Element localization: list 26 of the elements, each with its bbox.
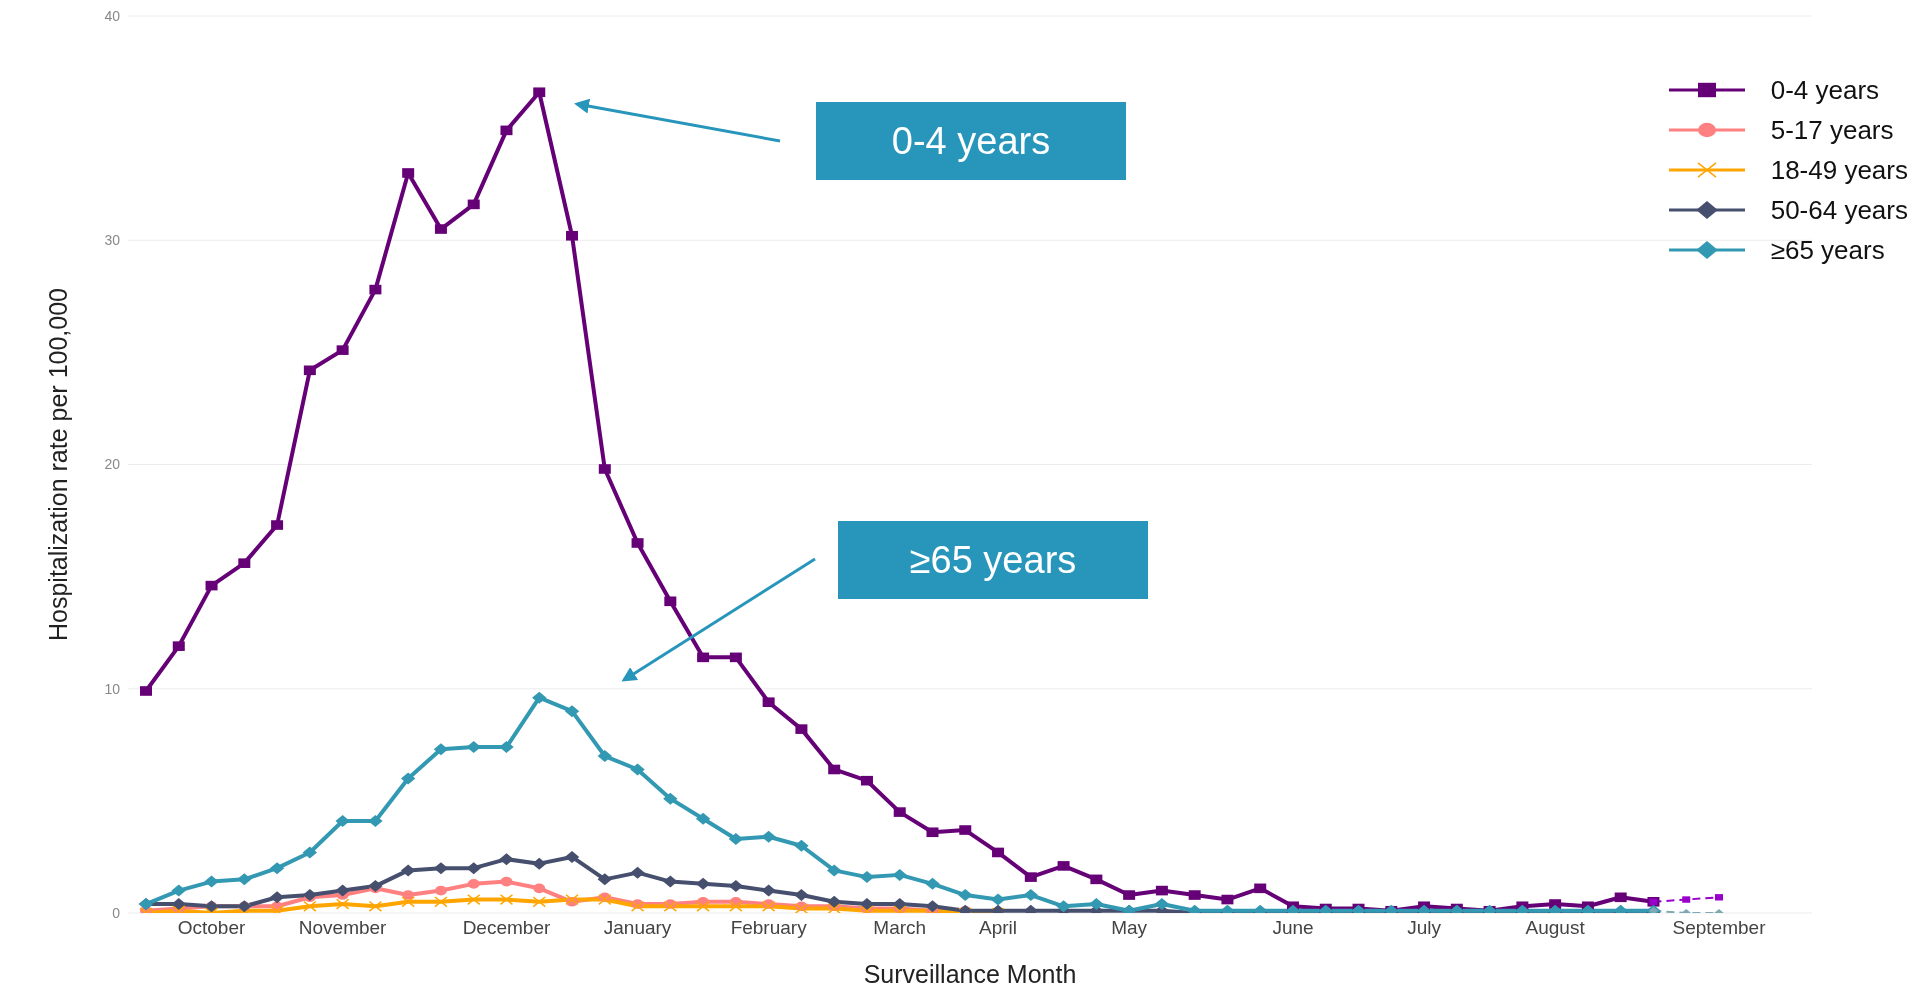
legend-label: 50-64 years — [1770, 194, 1908, 226]
x-tick-label: April — [979, 917, 1018, 939]
x-tick-label: December — [462, 917, 551, 939]
legend-label: 5-17 years — [1770, 114, 1894, 146]
x-tick-label: February — [730, 917, 808, 939]
x-tick-label: July — [1407, 917, 1442, 939]
x-tick-label: September — [1672, 917, 1767, 939]
y-tick-label: 0 — [112, 904, 121, 921]
x-tick-label: October — [177, 917, 246, 939]
y-axis-title: Hospitalization rate per 100,000 — [43, 287, 72, 642]
callout-box: 0-4 years — [816, 102, 1126, 180]
y-tick-label: 30 — [104, 232, 121, 249]
y-tick-label: 10 — [104, 680, 121, 697]
y-tick-label: 20 — [104, 456, 121, 473]
x-tick-label: March — [873, 917, 927, 939]
legend-label: ≥65 years — [1770, 234, 1885, 266]
x-tick-label: August — [1525, 917, 1586, 939]
x-axis-title: Surveillance Month — [863, 960, 1077, 986]
x-tick-label: January — [603, 917, 672, 939]
x-tick-label: June — [1272, 917, 1314, 939]
legend-label: 18-49 years — [1770, 154, 1908, 186]
y-tick-label: 40 — [104, 7, 121, 24]
x-tick-label: May — [1111, 917, 1148, 939]
x-tick-label: November — [298, 917, 388, 939]
legend-label: 0-4 years — [1770, 74, 1880, 106]
callout-box: ≥65 years — [838, 521, 1148, 599]
